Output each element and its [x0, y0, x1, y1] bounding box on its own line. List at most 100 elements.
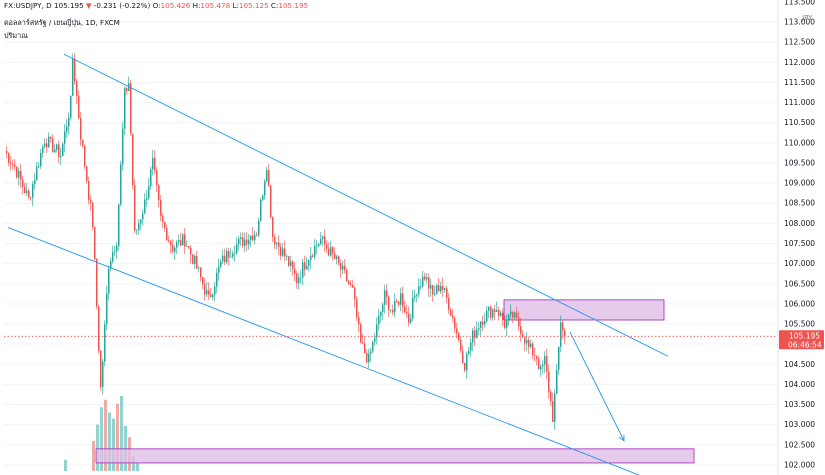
candle-body — [388, 296, 390, 311]
volume-bar — [120, 396, 123, 471]
candle-body — [196, 256, 198, 269]
candle-body — [112, 252, 114, 262]
price-tick-label: 102.000 — [784, 460, 815, 469]
zones[interactable] — [95, 299, 695, 464]
candle-body — [564, 330, 566, 337]
volume-bar — [116, 403, 119, 471]
candle-body — [496, 310, 498, 313]
candle-body — [382, 304, 384, 312]
close-label: C: — [270, 1, 279, 10]
candle-body — [150, 169, 152, 187]
candle-body — [302, 262, 304, 278]
candle-body — [320, 238, 322, 244]
candle-body — [92, 202, 94, 228]
currency-label: JPY — [801, 14, 813, 22]
last-price-badge — [779, 330, 824, 350]
candle-body — [286, 256, 288, 258]
last-price-label: 105.195 — [789, 331, 820, 340]
candle-body — [306, 265, 308, 270]
price-tick-label: 105.500 — [784, 320, 815, 329]
candle-body — [322, 236, 324, 239]
price-tick-label: 111.500 — [784, 78, 815, 87]
candle-body — [16, 166, 18, 178]
candle-body — [66, 126, 68, 132]
candle-body — [124, 88, 126, 129]
candle-body — [260, 199, 262, 221]
candle-body — [96, 259, 98, 307]
candle-body — [270, 185, 272, 218]
projection-arrow-line[interactable] — [569, 331, 625, 442]
candle-body — [194, 256, 196, 265]
candle-body — [36, 166, 38, 181]
price-value: 105.195 — [53, 1, 84, 10]
candle-body — [244, 239, 246, 246]
candle-body — [536, 356, 538, 359]
candle-body — [520, 326, 522, 334]
volume-bar — [92, 441, 95, 471]
candle-body — [344, 265, 346, 271]
volume-label: ปริมาณ — [4, 31, 28, 40]
candle-body — [408, 313, 410, 323]
candle-body — [140, 219, 142, 224]
candle-body — [340, 263, 342, 270]
volume-bar — [96, 424, 99, 471]
trend-lines[interactable] — [7, 53, 669, 475]
candle-body — [468, 350, 470, 354]
candle-body — [454, 318, 456, 329]
price-tick-label: 113.500 — [784, 0, 815, 6]
candle-body — [318, 243, 320, 246]
candle-body — [90, 199, 92, 203]
volume-bar — [132, 456, 135, 471]
candle-body — [50, 136, 52, 139]
demand-zone-rectangle[interactable] — [95, 448, 695, 464]
candle-body — [284, 248, 286, 257]
candle-body — [180, 240, 182, 246]
candle-body — [384, 290, 386, 305]
candle-body — [360, 324, 362, 343]
candle-body — [40, 153, 42, 167]
candle-body — [424, 276, 426, 280]
candle-body — [98, 306, 100, 351]
candle-body — [82, 139, 84, 146]
candle-body — [356, 299, 358, 318]
candle-body — [492, 309, 494, 318]
candle-body — [418, 286, 420, 295]
candle-body — [328, 248, 330, 256]
candle-body — [294, 268, 296, 274]
candle-body — [434, 294, 436, 296]
candle-body — [240, 237, 242, 239]
candle-body — [172, 244, 174, 252]
candle-body — [262, 195, 264, 200]
change-value: -0.231 — [93, 1, 117, 10]
candle-body — [212, 294, 214, 298]
channel-lower-line[interactable] — [7, 226, 644, 475]
candle-body — [232, 253, 234, 257]
candle-body — [528, 340, 530, 347]
candle-body — [524, 337, 526, 344]
symbol-legend: FX:USDJPY, D 105.195 ▼ -0.231 (-0.22%) O… — [4, 1, 308, 10]
candle-body — [200, 267, 202, 278]
candle-body — [102, 361, 104, 388]
candle-body — [422, 276, 424, 287]
candle-body — [560, 322, 562, 347]
supply-zone-rectangle[interactable] — [503, 299, 665, 321]
candles — [6, 53, 566, 431]
candle-body — [100, 350, 102, 388]
price-tick-label: 109.500 — [784, 158, 815, 167]
candle-body — [30, 196, 32, 198]
candle-body — [62, 143, 64, 157]
candle-body — [192, 254, 194, 265]
price-tick-label: 104.500 — [784, 360, 815, 369]
candle-body — [352, 284, 354, 288]
candle-body — [22, 179, 24, 187]
candle-body — [108, 268, 110, 294]
candle-body — [366, 353, 368, 363]
candle-body — [450, 309, 452, 316]
channel-upper-line[interactable] — [63, 53, 669, 357]
candle-body — [500, 312, 502, 316]
candle-body — [160, 200, 162, 216]
high-label: H: — [192, 1, 201, 10]
candle-body — [174, 247, 176, 252]
